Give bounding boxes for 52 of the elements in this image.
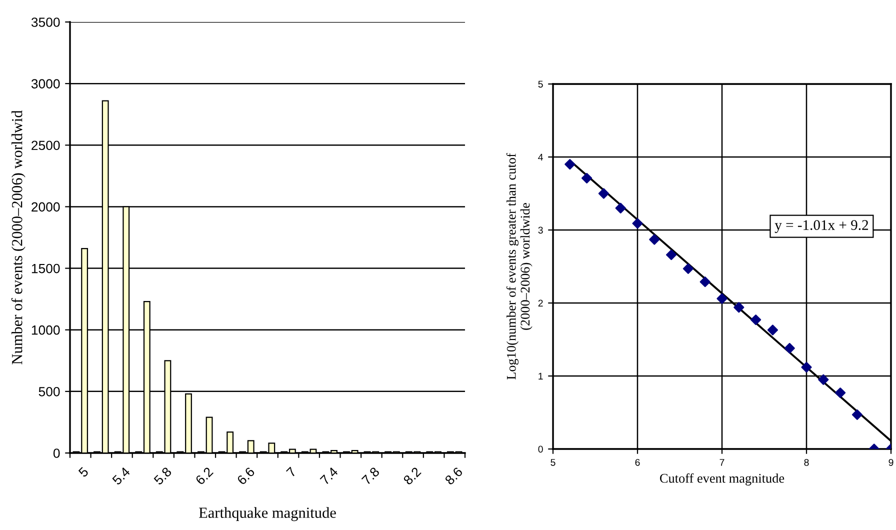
point: [852, 409, 862, 420]
point: [818, 374, 829, 385]
x-tick-label: 6.6: [236, 466, 256, 486]
x-tick-label: 7.8: [361, 466, 380, 486]
point: [649, 234, 660, 245]
x-tick-label: 7.4: [320, 466, 338, 486]
point: [750, 314, 762, 326]
y-axis-title: Number of events (2000–2006) worldwid: [11, 110, 26, 364]
y-axis-title: Log10(number of events greater than cutof (2000–2006) worldwide: [506, 153, 532, 380]
y-tick-label: 1000: [32, 325, 60, 335]
point: [682, 263, 694, 274]
y-tick-label: 3000: [31, 79, 60, 88]
point: [734, 302, 744, 313]
x-tick-label: 6.2: [194, 466, 214, 486]
y-tick-label: 0: [538, 446, 543, 453]
x-tick-label: 7: [720, 459, 724, 466]
y-tick-label: 5: [538, 80, 543, 88]
point: [615, 202, 626, 214]
y-tick-label: 0: [53, 448, 60, 458]
point: [835, 387, 846, 398]
y-tick-label: 500: [38, 386, 60, 396]
x-tick-label: 5: [78, 466, 89, 478]
point: [700, 276, 710, 288]
x-axis-title: Cutoff event magnitude: [660, 473, 784, 486]
point: [632, 218, 643, 229]
y-tick-label: 3500: [31, 18, 60, 27]
x-tick-label: 8: [804, 458, 809, 466]
point: [666, 250, 677, 260]
point: [564, 159, 576, 170]
y-tick-label: 2500: [32, 140, 60, 150]
point: [582, 172, 592, 184]
x-tick-label: 6: [635, 458, 640, 466]
y-tick-label: 1500: [32, 264, 60, 274]
x-tick-label: 7: [286, 466, 297, 478]
point: [801, 362, 812, 373]
y-tick-label: 3: [538, 226, 543, 234]
x-tick-label: 5: [550, 459, 556, 466]
annotation: y = -1.01x + 9.2: [774, 220, 868, 233]
x-tick-label: 5.4: [112, 466, 131, 486]
y-tick-label: 4: [538, 154, 543, 161]
x-tick-label: 8.2: [402, 466, 422, 486]
x-axis-title: Earthquake magnitude: [199, 507, 336, 522]
x-tick-label: 8.6: [444, 466, 464, 486]
point: [784, 342, 795, 354]
point: [598, 188, 609, 199]
point: [767, 324, 778, 336]
y-tick-label: 2000: [32, 202, 60, 212]
y-tick-label: 1: [538, 372, 543, 380]
y-tick-label: 2: [538, 300, 543, 307]
x-tick-label: 5.8: [153, 466, 172, 486]
point: [716, 293, 728, 304]
x-tick-label: 9: [888, 458, 894, 466]
